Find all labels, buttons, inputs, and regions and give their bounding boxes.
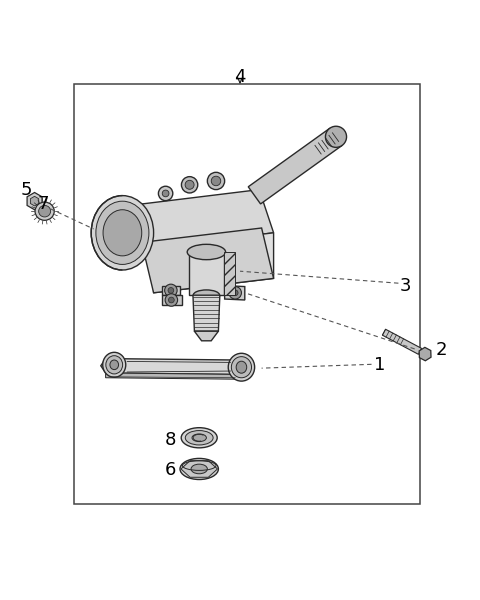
Polygon shape bbox=[189, 252, 224, 295]
Ellipse shape bbox=[181, 428, 217, 448]
Text: 1: 1 bbox=[373, 356, 385, 374]
Text: 3: 3 bbox=[400, 277, 411, 295]
Circle shape bbox=[168, 297, 174, 303]
Circle shape bbox=[185, 181, 194, 189]
Circle shape bbox=[207, 172, 225, 190]
Circle shape bbox=[232, 290, 238, 296]
Polygon shape bbox=[27, 193, 42, 210]
Polygon shape bbox=[181, 461, 217, 477]
Polygon shape bbox=[30, 196, 39, 206]
Ellipse shape bbox=[96, 201, 149, 265]
Circle shape bbox=[211, 176, 221, 186]
Ellipse shape bbox=[106, 356, 123, 374]
Polygon shape bbox=[224, 252, 235, 295]
Ellipse shape bbox=[191, 464, 207, 474]
Ellipse shape bbox=[180, 458, 218, 479]
Ellipse shape bbox=[38, 205, 51, 217]
Ellipse shape bbox=[110, 360, 119, 370]
Circle shape bbox=[165, 294, 178, 306]
Circle shape bbox=[229, 287, 241, 299]
Text: 5: 5 bbox=[21, 181, 32, 199]
Polygon shape bbox=[194, 331, 218, 341]
Polygon shape bbox=[142, 228, 274, 293]
Bar bbox=[74, 84, 420, 504]
Polygon shape bbox=[106, 373, 235, 379]
Ellipse shape bbox=[231, 356, 252, 378]
Ellipse shape bbox=[187, 244, 226, 260]
Polygon shape bbox=[162, 286, 180, 295]
Text: 4: 4 bbox=[234, 68, 246, 86]
Ellipse shape bbox=[35, 202, 54, 220]
Polygon shape bbox=[142, 204, 154, 286]
Circle shape bbox=[158, 186, 173, 200]
Ellipse shape bbox=[185, 431, 213, 445]
Ellipse shape bbox=[325, 126, 347, 148]
Polygon shape bbox=[383, 329, 421, 355]
Ellipse shape bbox=[103, 210, 142, 256]
Ellipse shape bbox=[189, 245, 224, 259]
Circle shape bbox=[165, 284, 177, 296]
Polygon shape bbox=[193, 295, 220, 331]
Polygon shape bbox=[248, 128, 342, 204]
Polygon shape bbox=[419, 347, 431, 361]
Ellipse shape bbox=[103, 352, 126, 377]
Polygon shape bbox=[142, 190, 274, 247]
Ellipse shape bbox=[192, 434, 206, 442]
Text: 8: 8 bbox=[165, 431, 176, 449]
Ellipse shape bbox=[193, 290, 219, 301]
Text: 7: 7 bbox=[37, 195, 49, 213]
Circle shape bbox=[168, 287, 174, 293]
Polygon shape bbox=[154, 233, 274, 293]
Polygon shape bbox=[101, 359, 245, 374]
Polygon shape bbox=[162, 295, 182, 305]
Ellipse shape bbox=[91, 196, 154, 270]
Circle shape bbox=[181, 176, 198, 193]
Polygon shape bbox=[225, 286, 245, 300]
Ellipse shape bbox=[228, 353, 254, 381]
Circle shape bbox=[162, 190, 169, 197]
Ellipse shape bbox=[236, 361, 247, 373]
Text: 2: 2 bbox=[436, 341, 447, 359]
Text: 6: 6 bbox=[165, 461, 176, 479]
